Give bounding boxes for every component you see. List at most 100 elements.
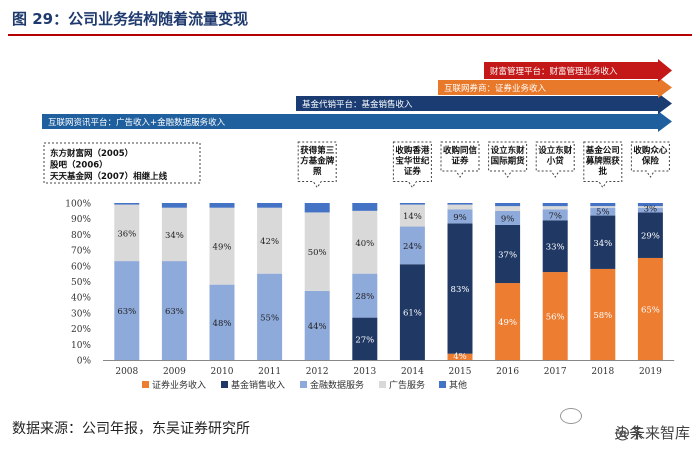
bar-segment — [114, 203, 140, 205]
x-tick-label: 2013 — [353, 367, 376, 377]
bar-segment — [542, 209, 568, 221]
y-tick-label: 70% — [71, 247, 91, 257]
data-label: 50% — [308, 248, 327, 258]
y-tick-label: 60% — [71, 262, 91, 272]
data-label: 4% — [453, 352, 467, 362]
milestone-text: 获得第三 — [299, 145, 335, 156]
bar-segment — [352, 273, 378, 318]
data-label: 42% — [260, 237, 279, 247]
bar-segment — [399, 264, 425, 360]
bar-segment — [114, 261, 140, 360]
bar-segment — [637, 207, 663, 213]
bar-segment — [637, 257, 663, 360]
legend-swatch — [379, 381, 386, 388]
x-tick-label: 2014 — [401, 367, 424, 377]
data-label: 34% — [165, 231, 184, 241]
data-label: 61% — [403, 309, 422, 319]
data-label: 7% — [548, 211, 562, 221]
info-box-line: 东方财富网（2005） — [50, 148, 133, 159]
milestone-text: 小贷 — [546, 156, 565, 167]
title-divider — [8, 34, 692, 36]
data-label: 28% — [355, 292, 374, 302]
bar-segment — [352, 317, 378, 360]
data-label: 9% — [501, 214, 515, 224]
data-label: 63% — [117, 307, 136, 317]
data-label: 56% — [546, 313, 565, 323]
data-label: 24% — [403, 242, 422, 252]
data-label: 27% — [355, 335, 374, 345]
timeline-arrow — [42, 111, 672, 132]
x-tick-label: 2017 — [544, 367, 567, 377]
milestone-callout — [392, 141, 432, 189]
bar-segment — [637, 212, 663, 258]
timeline-arrow-label: 财富管理平台：财富管理业务收入 — [490, 66, 618, 77]
x-tick-label: 2009 — [163, 367, 186, 377]
milestone-text: 批 — [599, 166, 608, 177]
milestone-text: 基金公司 — [585, 145, 620, 156]
milestone-text: 收购同信 — [443, 145, 478, 156]
milestone-text: 收购香港 — [395, 145, 430, 156]
bar-segment — [590, 206, 616, 208]
data-label: 29% — [641, 232, 660, 242]
bar-segment — [257, 203, 283, 208]
data-label: 44% — [308, 322, 327, 332]
bar-segment — [114, 204, 140, 262]
data-label: 49% — [498, 318, 517, 328]
data-label: 9% — [453, 213, 467, 223]
milestone-callout — [440, 141, 480, 178]
data-label: 3% — [644, 204, 658, 214]
y-tick-label: 0% — [77, 357, 92, 367]
info-box — [43, 142, 201, 184]
y-tick-label: 20% — [71, 325, 91, 335]
y-tick-label: 90% — [71, 215, 91, 225]
data-label: 63% — [165, 307, 184, 317]
legend-swatch — [142, 381, 149, 388]
bar-segment — [447, 223, 473, 354]
x-tick-label: 2016 — [496, 367, 519, 377]
source-note: 数据来源：公司年报，东吴证券研究所 — [12, 421, 250, 437]
bar-segment — [542, 272, 568, 360]
info-box-line: 天天基金网（2007）相继上线 — [50, 171, 168, 182]
bar-segment — [495, 210, 521, 225]
milestone-text: 募牌照获 — [585, 156, 621, 167]
bar-segment — [637, 206, 663, 208]
x-tick-label: 2015 — [449, 367, 472, 377]
bar-segment — [542, 203, 568, 207]
legend-label: 基金销售收入 — [231, 379, 285, 391]
bar-segment — [209, 207, 235, 285]
milestone-text: 设立东财 — [491, 145, 526, 156]
bar-segment — [495, 203, 521, 207]
data-label: 14% — [403, 212, 422, 222]
data-label: 34% — [593, 239, 612, 249]
watermark-label: 头条 — [613, 424, 644, 442]
watermark-account: @未来智库 — [614, 424, 690, 442]
bar-segment — [447, 353, 473, 360]
milestone-text: 证券 — [404, 166, 422, 177]
bar-segment — [542, 220, 568, 273]
bar-segment — [542, 206, 568, 210]
data-label: 55% — [260, 313, 279, 323]
data-label: 83% — [451, 285, 470, 295]
x-tick-label: 2008 — [115, 367, 138, 377]
bar-segment — [209, 203, 235, 208]
timeline-arrow — [484, 59, 672, 82]
bar-segment — [495, 206, 521, 211]
legend-swatch — [221, 381, 228, 388]
legend-swatch — [300, 381, 307, 388]
bar-segment — [161, 203, 187, 208]
bar-segment — [590, 215, 616, 269]
milestone-callout — [583, 141, 623, 189]
bar-segment — [637, 203, 663, 207]
y-tick-label: 100% — [65, 200, 91, 210]
data-label: 33% — [546, 243, 565, 253]
bar-segment — [257, 273, 283, 360]
bar-segment — [495, 283, 521, 360]
bar-segment — [304, 290, 330, 360]
data-label: 48% — [213, 319, 232, 329]
legend-swatch — [439, 381, 446, 388]
timeline-arrow-label: 基金代销平台：基金销售收入 — [302, 99, 413, 110]
bar-segment — [399, 203, 425, 205]
milestone-callout — [488, 141, 528, 178]
timeline-arrow — [438, 77, 672, 98]
y-tick-label: 80% — [71, 231, 91, 241]
